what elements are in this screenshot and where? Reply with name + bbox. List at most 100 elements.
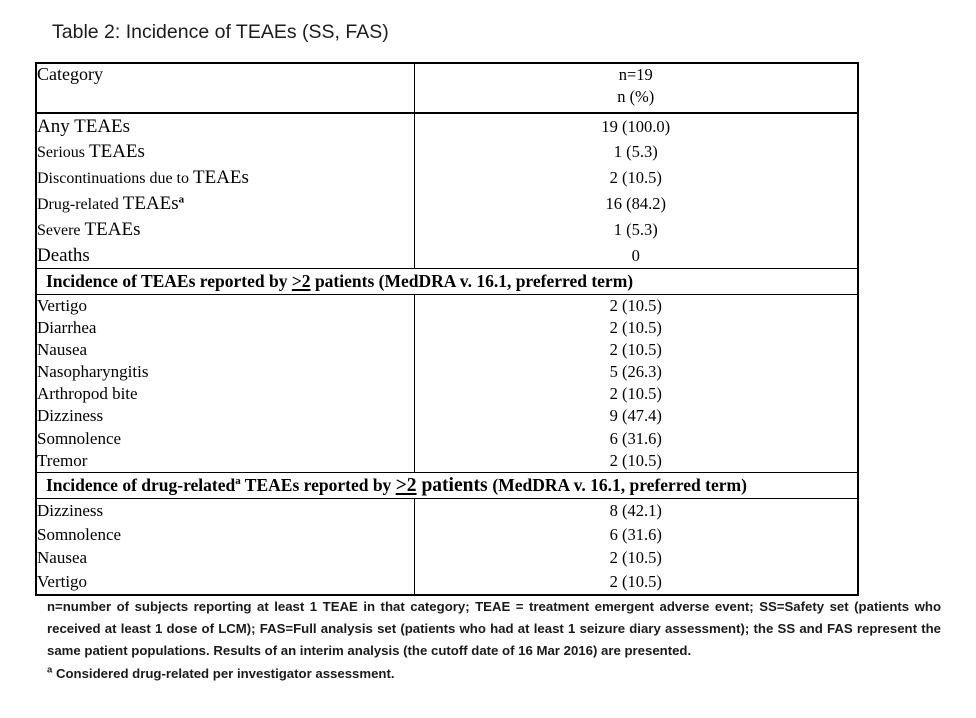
table-row: Dizziness 9 (47.4) — [36, 405, 858, 428]
category-cell: Arthropod bite — [36, 383, 414, 405]
value-cell: 2 (10.5) — [413, 294, 858, 318]
value-cell: 1 (5.3) — [413, 217, 858, 243]
category-cell: Vertigo — [36, 570, 414, 595]
category-cell: Somnolence — [36, 428, 414, 450]
footnote-a-text: Considered drug-related per investigator… — [52, 666, 395, 681]
table-row: Diarrhea 2 (10.5) — [36, 317, 858, 340]
value-cell: 2 (10.5) — [413, 449, 858, 473]
text-run: >2 — [291, 271, 311, 291]
table-caption: Table 2: Incidence of TEAEs (SS, FAS) — [52, 21, 389, 43]
text-run: TEAEs — [89, 141, 145, 162]
text-run: Dizziness — [37, 406, 104, 426]
table-row: Nasopharyngitis 5 (26.3) — [36, 361, 858, 384]
text-run: Serious — [37, 144, 89, 161]
table-row: Vertigo 2 (10.5) — [36, 294, 858, 318]
category-cell: Deaths — [36, 243, 414, 269]
value-cell: 6 (31.6) — [413, 427, 858, 450]
table-row: Deaths 0 — [36, 243, 858, 269]
n-percent-label: n (%) — [617, 87, 655, 106]
text-run: TEAEs — [122, 193, 179, 214]
category-cell: Nausea — [36, 339, 414, 361]
table-row: Somnolence 6 (31.6) — [36, 522, 858, 547]
section-header-row: Incidence of TEAEs reported by >2 patien… — [36, 268, 858, 295]
category-cell: Dizziness — [36, 405, 414, 427]
superscript-a: a — [235, 474, 241, 487]
text-run: Incidence of TEAEs reported by — [46, 271, 292, 291]
table-row: Nausea 2 (10.5) — [36, 546, 858, 570]
text-run: Tremor — [37, 450, 88, 470]
footnote-paragraph: n=number of subjects reporting at least … — [47, 596, 941, 662]
text-run: Somnolence — [37, 428, 122, 448]
text-run: patients (MedDRA v. 16.1, preferred term… — [310, 271, 634, 291]
category-cell: Diarrhea — [36, 317, 414, 339]
value-cell: 9 (47.4) — [413, 405, 858, 428]
text-run: Severe — [37, 222, 85, 239]
category-cell: Somnolence — [36, 523, 414, 547]
teae-incidence-table: Category n=19 n (%) Any TEAEs 19 (100.0) S… — [35, 62, 859, 596]
text-run: Discontinuations due to — [37, 170, 193, 187]
text-run: TEAEs — [192, 167, 249, 188]
category-cell: Tremor — [36, 450, 414, 473]
value-cell: 0 — [413, 243, 858, 269]
category-cell: Nasopharyngitis — [36, 361, 414, 383]
value-cell: 2 (10.5) — [413, 570, 858, 595]
column-header-n: n=19 n (%) — [413, 63, 858, 114]
table-row: Arthropod bite 2 (10.5) — [36, 383, 858, 406]
superscript-a: a — [178, 193, 185, 206]
table-row: Discontinuations due to TEAEs 2 (10.5) — [36, 165, 858, 191]
table-row: Dizziness 8 (42.1) — [36, 498, 858, 523]
text-run: Nausea — [37, 340, 88, 360]
text-run: Diarrhea — [37, 318, 97, 338]
text-run: patients — [416, 474, 493, 496]
text-run: Nasopharyngitis — [37, 362, 149, 382]
value-cell: 2 (10.5) — [413, 546, 858, 570]
text-run: TEAEs — [84, 219, 141, 240]
table-row: Vertigo 2 (10.5) — [36, 570, 858, 595]
text-run: Nausea — [37, 548, 88, 568]
text-run: Somnolence — [37, 524, 122, 544]
value-cell: 19 (100.0) — [413, 113, 858, 139]
value-cell: 16 (84.2) — [413, 191, 858, 217]
category-cell: Nausea — [36, 546, 414, 570]
table-row: Any TEAEs 19 (100.0) — [36, 113, 858, 139]
column-header-category: Category — [36, 63, 414, 114]
value-cell: 2 (10.5) — [413, 383, 858, 406]
text-run: TEAEs reported by — [240, 474, 396, 495]
value-cell: 2 (10.5) — [413, 339, 858, 362]
footnote-line: n=number of subjects reporting at least … — [47, 599, 941, 614]
text-run: Incidence of drug-related — [46, 474, 236, 495]
table-row: Drug-related TEAEsa 16 (84.2) — [36, 191, 858, 217]
text-run: Deaths — [37, 245, 90, 266]
footnote-line: same patient populations. Results of an … — [47, 643, 692, 658]
category-cell: Severe TEAEs — [36, 217, 414, 243]
text-run: Arthropod bite — [37, 384, 138, 404]
text-run: Drug-related — [37, 196, 123, 213]
category-cell: Vertigo — [36, 295, 414, 318]
n-total: n=19 — [618, 65, 653, 84]
category-cell: Dizziness — [36, 498, 414, 522]
value-cell: 8 (42.1) — [413, 498, 858, 523]
text-run: Any TEAEs — [37, 116, 131, 137]
table-row: Somnolence 6 (31.6) — [36, 427, 858, 450]
table-row: Serious TEAEs 1 (5.3) — [36, 139, 858, 165]
value-cell: 1 (5.3) — [413, 139, 858, 165]
footnote-line: received at least 1 dose of LCM); FAS=Fu… — [47, 621, 941, 636]
table-row: Nausea 2 (10.5) — [36, 339, 858, 362]
footnote-a-marker: a — [47, 664, 53, 676]
text-run: Vertigo — [37, 572, 88, 591]
text-run: Dizziness — [37, 500, 104, 520]
category-cell: Drug-related TEAEsa — [36, 191, 414, 217]
text-run: >2 — [395, 474, 417, 496]
value-cell: 5 (26.3) — [413, 361, 858, 384]
category-cell: Serious TEAEs — [36, 139, 414, 165]
footnote-a: a Considered drug-related per investigat… — [47, 664, 395, 681]
value-cell: 2 (10.5) — [413, 317, 858, 340]
value-cell: 2 (10.5) — [413, 165, 858, 191]
table-row: Severe TEAEs 1 (5.3) — [36, 217, 858, 243]
section-header-cell: Incidence of drug-relateda TEAEs reporte… — [36, 471, 858, 499]
table-row: Tremor 2 (10.5) — [36, 449, 858, 473]
text-run: Vertigo — [37, 296, 88, 315]
table-header-row: Category n=19 n (%) — [36, 63, 858, 114]
value-cell: 6 (31.6) — [413, 522, 858, 547]
